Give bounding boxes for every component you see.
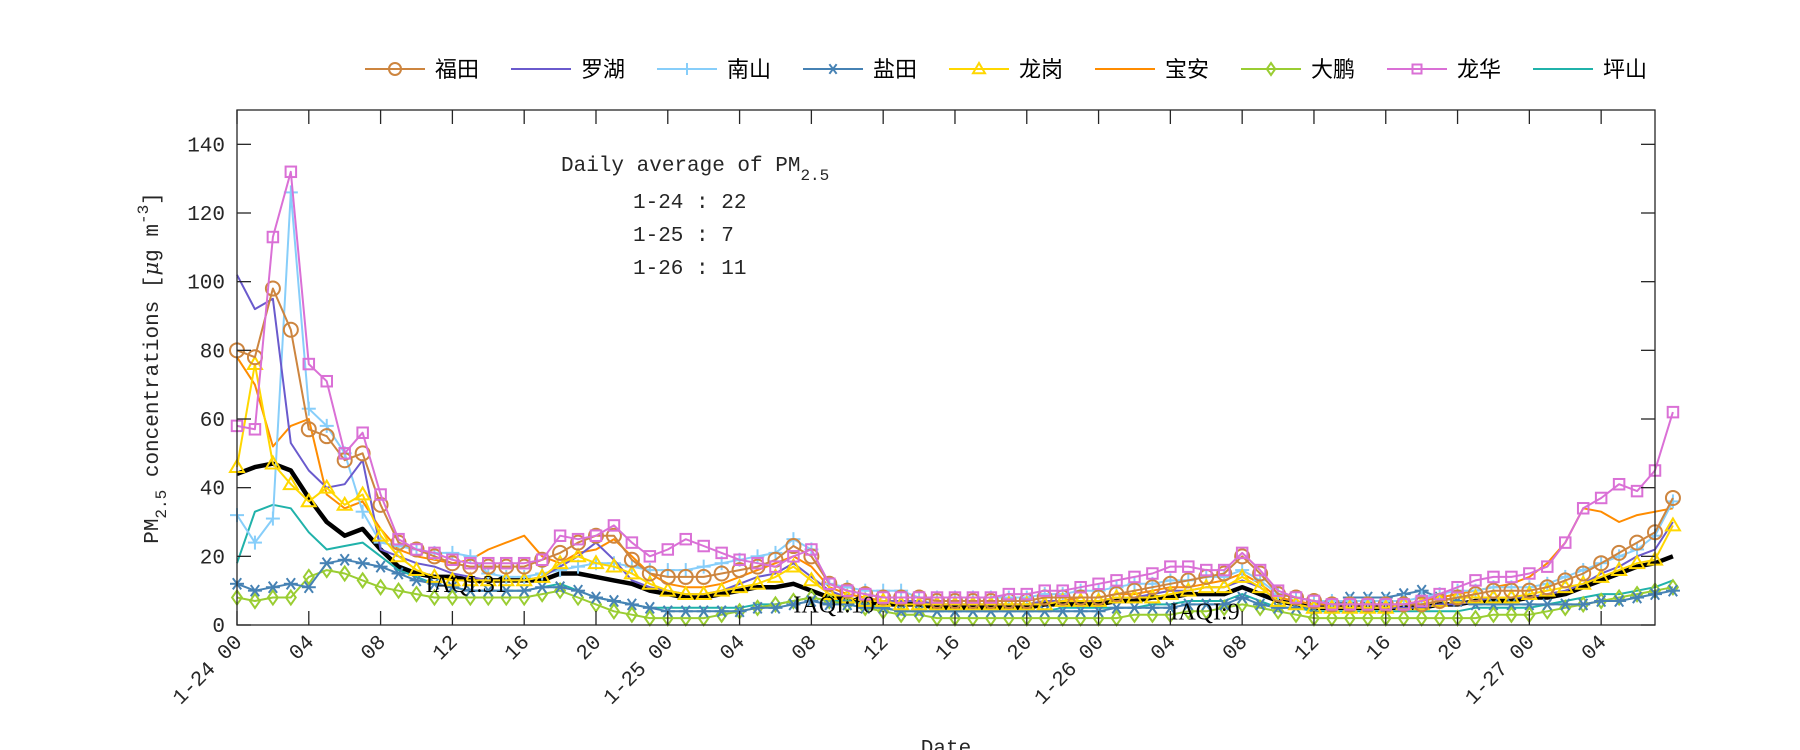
x-tick-label: 04 (286, 632, 320, 666)
x-tick-label: 20 (1434, 632, 1468, 666)
x-tick-label: 12 (1291, 632, 1325, 666)
x-tick-label: 16 (932, 632, 966, 666)
x-tick-label: 1-25 00 (600, 632, 679, 711)
svg-text:PM2.5 concentrations [μg m-3]: PM2.5 concentrations [μg m-3] (135, 192, 171, 544)
legend-item-nanshan: 南山 (657, 58, 771, 83)
axes-box (236, 109, 1656, 626)
x-tick-label: 16 (501, 632, 535, 666)
y-tick-label: 100 (187, 273, 225, 296)
svg-text:Daily average of PM2.5: Daily average of PM2.5 (561, 155, 829, 185)
daily-average-title: Daily average of PM (561, 155, 800, 178)
x-tick-label: 20 (573, 632, 607, 666)
legend-item-luohu: 罗湖 (511, 58, 625, 83)
legend-label: 福田 (435, 58, 479, 83)
x-tick-label: 08 (357, 632, 391, 666)
x-tick-label: 04 (1578, 632, 1612, 666)
legend-label: 大鹏 (1311, 58, 1355, 83)
legend-item-baoan: 宝安 (1095, 58, 1209, 83)
x-tick-label: 20 (1004, 632, 1038, 666)
legend-label: 龙岗 (1019, 58, 1063, 83)
legend-label: 盐田 (873, 58, 917, 83)
x-tick-label: 08 (788, 632, 822, 666)
y-axis: 0 20 40 60 80 100 120 140 (187, 135, 1655, 639)
y-axis-title: PM2.5 concentrations [μg m-3] (135, 192, 171, 544)
legend-item-longgang: 龙岗 (949, 58, 1063, 83)
legend-label: 南山 (727, 58, 771, 83)
x-tick-label: 1-27 00 (1462, 632, 1541, 711)
iaqi-label: IAQI:9 (1170, 599, 1239, 625)
x-tick-label: 12 (860, 632, 894, 666)
plot-area (237, 110, 1655, 625)
daily-average-row: 1-26 : 11 (633, 258, 746, 281)
x-tick-label: 1-26 00 (1031, 632, 1110, 711)
legend-item-longhua: 龙华 (1387, 58, 1501, 83)
series-longgang (228, 355, 1682, 614)
x-tick-label: 08 (1219, 632, 1253, 666)
y-tick-label: 0 (212, 616, 225, 639)
daily-average-row: 1-25 : 7 (633, 225, 734, 248)
daily-average-row: 1-24 : 22 (633, 192, 746, 215)
legend-item-pingshan: 坪山 (1533, 58, 1647, 83)
legend-label: 龙华 (1457, 58, 1501, 83)
x-axis-title: Date (921, 738, 971, 750)
y-tick-label: 80 (200, 341, 225, 364)
x-tick-label: 04 (1147, 632, 1181, 666)
series-longhua (230, 165, 1680, 611)
x-tick-label: 04 (716, 632, 750, 666)
daily-average-annotation: Daily average of PM2.5 1-24 : 22 1-25 : … (561, 155, 829, 281)
iaqi-label: IAQI:31 (425, 572, 506, 598)
x-tick-label: 16 (1363, 632, 1397, 666)
y-tick-label: 40 (200, 479, 225, 502)
legend-item-dapeng: 大鹏 (1241, 58, 1355, 83)
iaqi-label: IAQI:10 (793, 592, 874, 618)
legend-label: 宝安 (1165, 58, 1209, 83)
y-tick-label: 20 (200, 547, 225, 570)
legend: 福田 罗湖 南山 盐田 龙岗 宝安 大鹏 龙华 坪山 (365, 58, 1647, 83)
y-tick-label: 60 (200, 410, 225, 433)
legend-item-yantian: 盐田 (803, 58, 917, 83)
y-tick-label: 140 (187, 135, 225, 158)
x-tick-label: 1-24 00 (169, 632, 248, 711)
legend-label: 坪山 (1603, 58, 1647, 83)
legend-label: 罗湖 (581, 58, 625, 83)
y-tick-label: 120 (187, 204, 225, 227)
x-tick-label: 12 (429, 632, 463, 666)
legend-item-futian: 福田 (365, 58, 479, 83)
iaqi-labels: IAQI:31 IAQI:10 IAQI:9 (425, 572, 1239, 625)
